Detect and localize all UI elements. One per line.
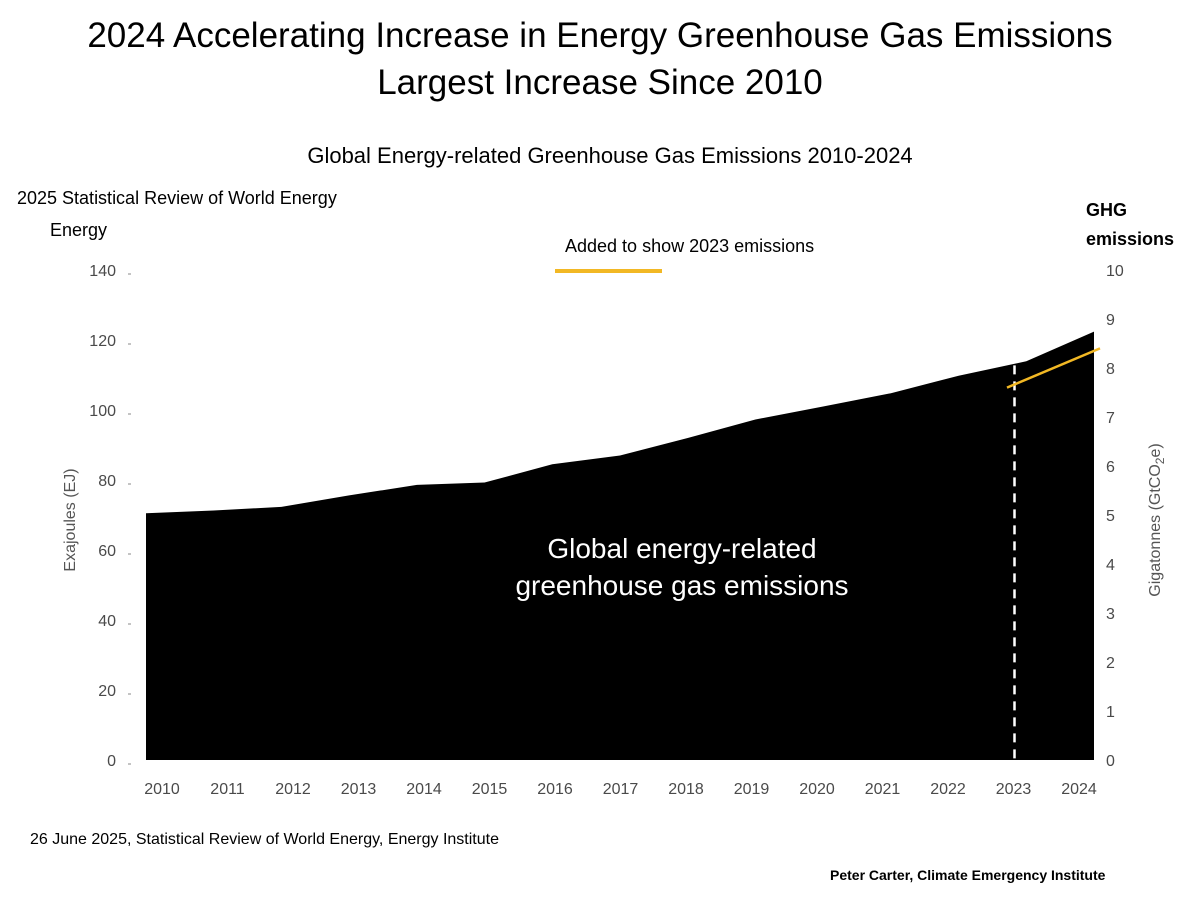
trend-line-2023 <box>1006 347 1101 389</box>
area-label-line2: greenhouse gas emissions <box>515 570 848 601</box>
y-right-tick-label: 2 <box>1106 655 1115 672</box>
y-axis-left-label: Exajoules (EJ) <box>62 468 79 571</box>
y-axis-right-label: Gigatonnes (GtCO2e) <box>1147 443 1167 596</box>
y-right-tick-label: 6 <box>1106 459 1115 476</box>
main-title-line1: 2024 Accelerating Increase in Energy Gre… <box>87 16 1113 55</box>
x-tick-label: 2012 <box>275 781 311 798</box>
subscript-2: 2 <box>1153 457 1167 464</box>
x-tick-label: 2024 <box>1061 781 1097 798</box>
chart-title: Global Energy-related Greenhouse Gas Emi… <box>307 143 913 168</box>
x-tick-label: 2014 <box>406 781 442 798</box>
right-axis-unit-line2: emissions <box>1086 229 1175 249</box>
y-left-tick-label: 100 <box>89 403 116 420</box>
left-axis-unit: Energy <box>50 220 108 240</box>
x-tick-label: 2023 <box>996 781 1032 798</box>
x-tick-label: 2019 <box>734 781 770 798</box>
main-title-line2: Largest Increase Since 2010 <box>377 63 823 102</box>
legend-label: Added to show 2023 emissions <box>565 236 815 256</box>
x-tick-label: 2018 <box>668 781 704 798</box>
x-ticks: 2010 2011 2012 2013 2014 2015 2016 2017 2018 2019… <box>144 781 1097 798</box>
x-tick-label: 2022 <box>930 781 966 798</box>
x-tick-label: 2015 <box>472 781 508 798</box>
y-right-ticks: 0 1 2 3 4 5 6 7 8 9 10 <box>1106 263 1124 770</box>
y-right-tick-label: 3 <box>1106 606 1115 623</box>
source-note: 2025 Statistical Review of World Energy <box>17 188 337 208</box>
y-right-tick-label: 9 <box>1106 312 1115 329</box>
y-right-tick-label: 7 <box>1106 410 1115 427</box>
emissions-area <box>146 331 1094 760</box>
y-right-tick-label: 10 <box>1106 263 1124 280</box>
y-left-tick-label: 140 <box>89 263 116 280</box>
footer-source: 26 June 2025, Statistical Review of Worl… <box>30 831 499 848</box>
y-left-tick-label: 60 <box>98 543 116 560</box>
y-left-tick-label: 20 <box>98 683 116 700</box>
y-left-ticks: 0 20 40 60 80 100 120 140 <box>89 263 131 770</box>
x-tick-label: 2013 <box>341 781 377 798</box>
x-tick-label: 2010 <box>144 781 180 798</box>
y-right-tick-label: 8 <box>1106 361 1115 378</box>
y-right-tick-label: 5 <box>1106 508 1115 525</box>
right-axis-unit-line1: GHG <box>1086 200 1128 220</box>
main-title: 2024 Accelerating Increase in Energy Gre… <box>0 12 1200 106</box>
footer-credit: Peter Carter, Climate Emergency Institut… <box>830 867 1106 883</box>
y-right-tick-label: 4 <box>1106 557 1115 574</box>
y-right-tick-label: 0 <box>1106 753 1115 770</box>
x-tick-label: 2020 <box>799 781 835 798</box>
y-left-tick-label: 0 <box>107 753 116 770</box>
right-axis-unit: GHG emissions <box>1086 196 1174 254</box>
x-tick-label: 2016 <box>537 781 573 798</box>
y-left-tick-label: 120 <box>89 333 116 350</box>
y-left-tick-label: 40 <box>98 613 116 630</box>
x-tick-label: 2021 <box>865 781 901 798</box>
x-tick-label: 2011 <box>210 781 245 798</box>
y-right-tick-label: 1 <box>1106 704 1115 721</box>
y-left-tick-label: 80 <box>98 473 116 490</box>
area-label-line1: Global energy-related <box>547 533 816 564</box>
x-tick-label: 2017 <box>603 781 639 798</box>
